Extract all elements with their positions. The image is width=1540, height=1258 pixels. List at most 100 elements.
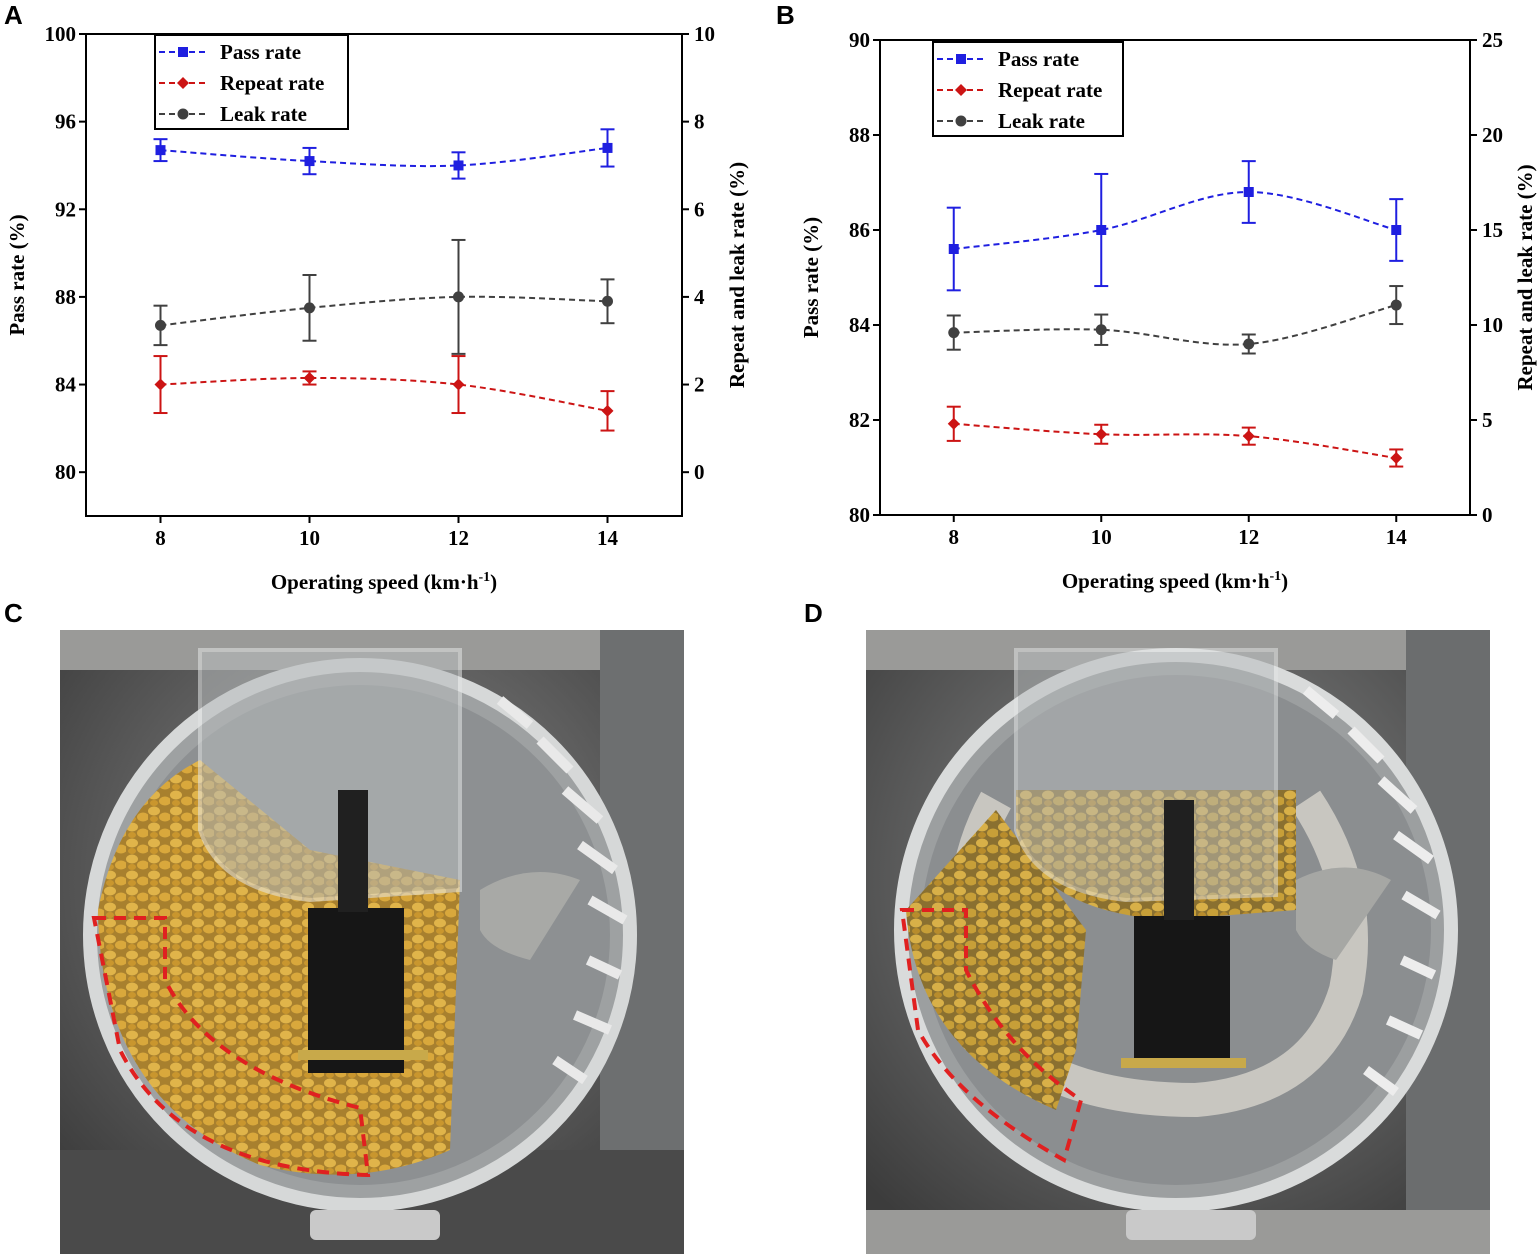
y-left-tick-label: 88 (55, 285, 76, 309)
y-left-tick-label: 80 (55, 460, 76, 484)
y-left-tick-label: 92 (55, 197, 76, 221)
legend: Pass rate Repeat rate Leak rate (154, 34, 349, 130)
plot-frame (879, 39, 1471, 516)
repeat-rate-point (303, 371, 316, 384)
seed-meter-illustration-d (866, 630, 1490, 1254)
legend-leak-rate-marker (177, 108, 189, 120)
seed-filling-region-outline (899, 908, 1084, 1163)
leak-rate-point (1390, 299, 1402, 311)
pass-rate-point (1391, 225, 1402, 235)
y-right-tick-label: 25 (1482, 28, 1503, 52)
pass-rate-point (304, 156, 315, 167)
leak-rate-line (953, 304, 1397, 346)
repeat-rate-point (601, 404, 614, 417)
x-tick-label: 10 (299, 526, 320, 550)
leak-rate-point (1243, 338, 1255, 350)
legend-pass-rate-label: Pass rate (998, 47, 1079, 71)
repeat-rate-point (154, 378, 167, 391)
repeat-rate-line (160, 376, 608, 412)
pass-rate-point (453, 160, 464, 171)
legend-repeat-rate-label: Repeat rate (220, 71, 324, 95)
y-left-axis-title: Pass rate (%) (5, 214, 29, 335)
series-leak-rate (153, 238, 615, 355)
legend-repeat-rate-marker (177, 77, 189, 89)
x-tick-label: 10 (1091, 525, 1112, 549)
seed-meter-photo-d (866, 630, 1490, 1254)
series-leak-rate (946, 285, 1404, 355)
series-pass-rate (153, 128, 615, 180)
pass-rate-line (953, 190, 1397, 250)
y-left-tick-label: 96 (55, 110, 76, 134)
x-tick-label: 12 (1238, 525, 1259, 549)
y-right-tick-label: 20 (1482, 123, 1503, 147)
y-right-tick-label: 10 (694, 22, 715, 46)
repeat-rate-point (452, 378, 465, 391)
legend-repeat-rate-marker (955, 84, 967, 96)
y-right-tick-label: 4 (694, 285, 705, 309)
y-left-tick-label: 86 (849, 218, 870, 242)
seed-meter-illustration-c (60, 630, 684, 1254)
leak-rate-line (160, 295, 608, 327)
repeat-rate-point (947, 417, 960, 430)
repeat-rate-point (1242, 430, 1255, 443)
series-pass-rate (946, 160, 1404, 292)
panel-label-c: C (4, 598, 23, 628)
x-axis-title-end: ) (1281, 569, 1288, 593)
leak-rate-point (948, 327, 960, 339)
panel-label-b: B (776, 0, 795, 30)
y-left-tick-label: 88 (849, 123, 870, 147)
y-right-tick-label: 2 (694, 373, 705, 397)
x-tick-label: 14 (597, 526, 619, 550)
legend-leak-rate-label: Leak rate (220, 102, 307, 126)
legend: Pass rate Repeat rate Leak rate (932, 41, 1124, 137)
series-repeat-rate (153, 355, 615, 432)
y-left-tick-label: 80 (849, 503, 870, 527)
panel-label-d: D (804, 598, 823, 628)
brush-block (308, 908, 404, 1073)
metering-disc-teeth (496, 696, 628, 1085)
repeat-rate-point (1095, 428, 1108, 441)
y-right-tick-label: 15 (1482, 218, 1503, 242)
x-axis-title: Operating speed (km·h-1) (1062, 569, 1288, 593)
chart-a: 8 10 12 14 80 84 88 92 96 100 0 2 4 6 8 10 Operating spe… (5, 22, 749, 594)
y-right-axis-title: Repeat and leak rate (%) (725, 162, 749, 388)
y-left-tick-label: 84 (55, 373, 77, 397)
pass-rate-point (1243, 187, 1254, 197)
chart-b: 8 10 12 14 80 82 84 86 88 90 0 5 10 15 20 25 Operating s… (799, 28, 1537, 593)
pass-rate-line (160, 146, 608, 168)
legend-pass-rate-marker (178, 47, 188, 57)
leak-rate-point (453, 291, 464, 303)
seed-meter-photo-c (60, 630, 684, 1254)
leak-rate-point (602, 295, 613, 307)
y-left-axis-title: Pass rate (%) (799, 217, 823, 338)
plot-frame (85, 33, 683, 517)
metering-disc-teeth (1302, 686, 1441, 1097)
series-repeat-rate (946, 405, 1404, 468)
y-right-tick-label: 6 (694, 197, 705, 221)
repeat-rate-line (953, 422, 1397, 459)
x-tick-label: 8 (949, 525, 960, 549)
x-axis-title-end: ) (490, 570, 497, 594)
x-tick-label: 12 (448, 526, 469, 550)
legend-repeat-rate-label: Repeat rate (998, 78, 1102, 102)
pass-rate-point (948, 244, 959, 254)
legend-pass-rate-marker (956, 54, 966, 64)
x-tick-label: 8 (155, 526, 166, 550)
x-axis-title-superscript: -1 (1270, 569, 1282, 584)
y-right-tick-label: 8 (694, 110, 705, 134)
y-right-axis-title: Repeat and leak rate (%) (1513, 164, 1537, 390)
x-axis-title-superscript: -1 (479, 570, 491, 585)
y-right-tick-label: 0 (1482, 503, 1493, 527)
y-left-tick-label: 84 (849, 313, 871, 337)
legend-pass-rate-label: Pass rate (220, 40, 301, 64)
pass-rate-point (602, 142, 613, 153)
leak-rate-point (155, 319, 166, 331)
brush-block (1134, 916, 1230, 1066)
y-right-tick-label: 5 (1482, 408, 1493, 432)
legend-leak-rate-marker (955, 115, 967, 127)
x-axis-title: Operating speed (km·h-1) (271, 570, 497, 594)
seed-filling-region-outline (91, 916, 371, 1178)
leak-rate-point (304, 302, 315, 314)
x-tick-label: 14 (1386, 525, 1408, 549)
y-right-tick-label: 0 (694, 460, 705, 484)
